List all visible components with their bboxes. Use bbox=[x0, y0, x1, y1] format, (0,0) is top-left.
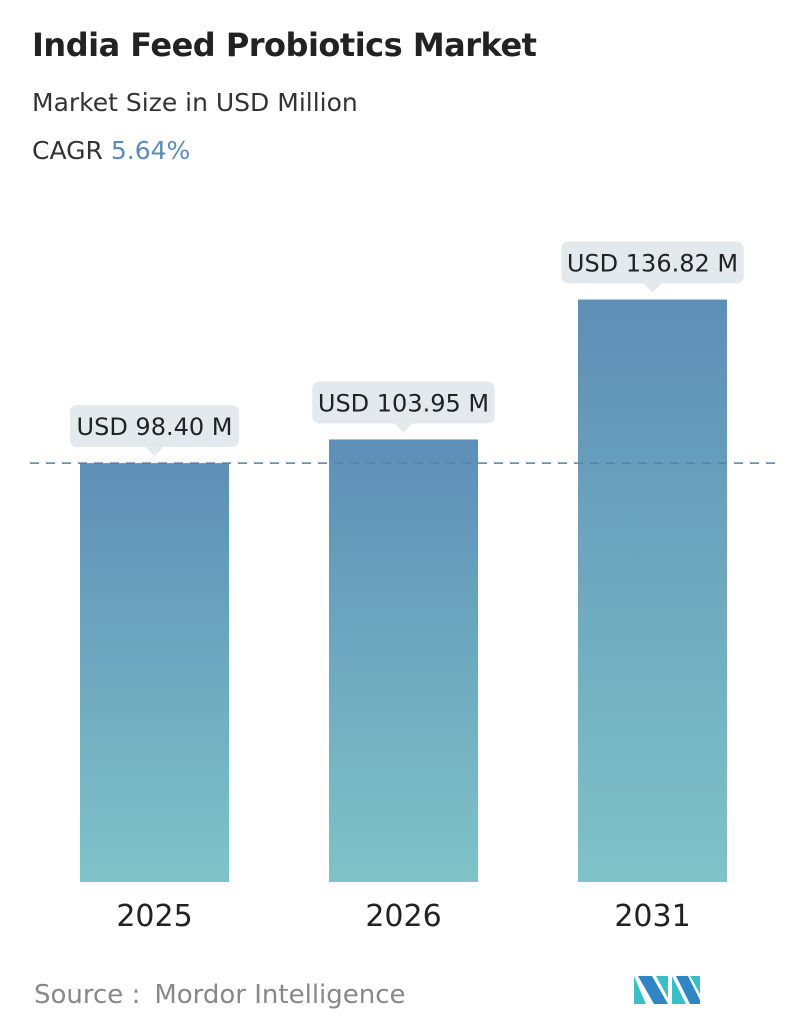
cagr-value: 5.64% bbox=[110, 136, 191, 165]
bar-2031 bbox=[578, 299, 727, 882]
source-name: Mordor Intelligence bbox=[154, 980, 406, 1010]
cagr: CAGR 5.64% bbox=[32, 136, 190, 165]
data-label: USD 98.40 M bbox=[77, 413, 233, 441]
source: Source : Mordor Intelligence bbox=[34, 980, 406, 1010]
mordor-logo-icon bbox=[634, 976, 700, 1004]
data-label-pointer bbox=[394, 423, 413, 433]
data-label-pointer bbox=[643, 283, 662, 293]
data-label-box bbox=[69, 405, 240, 448]
x-tick-label: 2025 bbox=[116, 899, 192, 934]
bar-chart: USD 98.40 M 2025 USD 103.95 M 2026 USD 136.8… bbox=[30, 241, 780, 934]
x-tick-label: 2026 bbox=[365, 899, 441, 934]
bar-2025 bbox=[80, 463, 229, 882]
chart-title: India Feed Probiotics Market bbox=[32, 26, 537, 64]
source-label: Source : bbox=[34, 980, 141, 1010]
bar-2026 bbox=[329, 439, 478, 882]
cagr-label: CAGR bbox=[32, 136, 103, 165]
chart-subtitle: Market Size in USD Million bbox=[32, 88, 358, 117]
data-label: USD 136.82 M bbox=[567, 250, 738, 278]
data-label: USD 103.95 M bbox=[318, 389, 489, 417]
x-tick-label: 2031 bbox=[614, 899, 690, 934]
data-label-box bbox=[312, 381, 495, 424]
data-label-pointer bbox=[145, 447, 164, 457]
data-label-box bbox=[561, 241, 744, 284]
